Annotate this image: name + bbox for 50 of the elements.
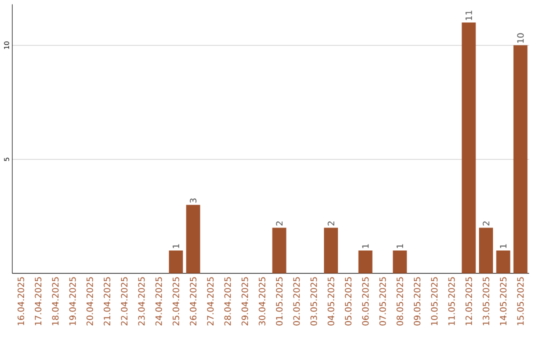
x-tick-label: 10.05.2025 xyxy=(431,277,438,326)
bar xyxy=(462,22,476,274)
x-tick-label: 05.05.2025 xyxy=(344,277,352,326)
x-tick-label: 26.04.2025 xyxy=(190,277,196,326)
x-tick-label: 21.04.2025 xyxy=(104,277,110,326)
x-tick-label: 01.05.2025 xyxy=(276,277,283,326)
x-tick-label: 29.04.2025 xyxy=(242,277,248,326)
data-label: 1 xyxy=(362,244,369,248)
x-tick-label: 13.05.2025 xyxy=(482,277,490,326)
bar xyxy=(479,228,493,274)
x-tick-label: 17.04.2025 xyxy=(34,277,42,326)
x-tick-label: 03.05.2025 xyxy=(310,277,318,326)
x-tick-label: 22.04.2025 xyxy=(120,277,128,326)
bar xyxy=(358,250,372,274)
x-tick-label: 30.04.2025 xyxy=(258,277,266,326)
x-tick-label: 09.05.2025 xyxy=(414,277,420,326)
x-tick-label: 20.04.2025 xyxy=(86,277,94,326)
x-tick-label: 14.05.2025 xyxy=(500,277,506,326)
bar xyxy=(324,228,338,274)
x-tick-label: 07.05.2025 xyxy=(379,277,386,326)
x-tick-label: 27.04.2025 xyxy=(207,277,214,326)
data-label: 1 xyxy=(396,244,404,248)
x-tick-label: 12.05.2025 xyxy=(466,277,472,326)
bar xyxy=(513,45,528,274)
x-tick-label: 25.04.2025 xyxy=(172,277,180,326)
bar xyxy=(186,204,200,274)
data-label: 3 xyxy=(190,198,196,203)
x-tick-label: 11.05.2025 xyxy=(448,277,455,326)
bar xyxy=(392,250,407,274)
data-label: 10 xyxy=(517,33,524,43)
x-tick-label: 19.04.2025 xyxy=(69,277,76,326)
data-label: 2 xyxy=(482,221,490,226)
x-tick-label: 18.04.2025 xyxy=(52,277,59,326)
x-tick-label: 06.05.2025 xyxy=(362,277,369,326)
data-label: 11 xyxy=(466,10,472,20)
x-tick-label: 16.04.2025 xyxy=(18,277,24,326)
data-label: 1 xyxy=(500,244,506,248)
x-tick-label: 24.04.2025 xyxy=(155,277,162,326)
data-label: 1 xyxy=(172,244,180,248)
data-label: 2 xyxy=(328,221,334,226)
x-tick-label: 04.05.2025 xyxy=(328,277,334,326)
data-label: 2 xyxy=(276,221,282,226)
x-tick-label: 08.05.2025 xyxy=(396,277,404,326)
bar xyxy=(496,250,510,274)
x-tick-label: 02.05.2025 xyxy=(293,277,300,326)
x-tick-label: 23.04.2025 xyxy=(138,277,145,326)
x-tick-label: 15.05.2025 xyxy=(517,277,524,326)
bar xyxy=(272,228,286,274)
x-tick-label: 28.04.2025 xyxy=(224,277,231,326)
bar xyxy=(168,250,183,274)
